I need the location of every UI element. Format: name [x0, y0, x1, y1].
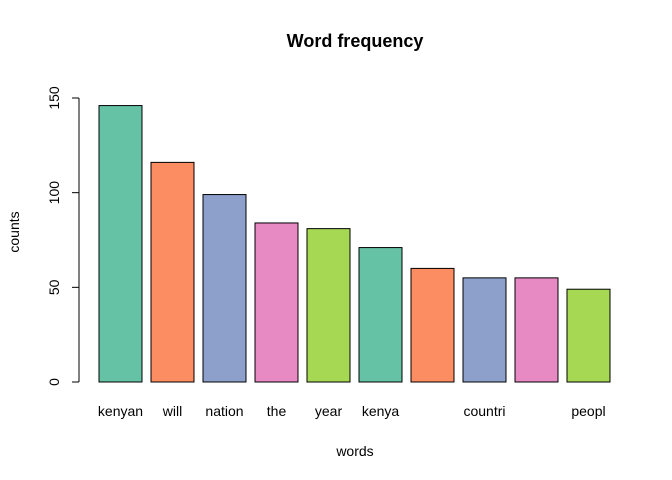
x-tick-label: year	[315, 403, 343, 419]
bar	[514, 277, 559, 383]
bars	[98, 105, 611, 383]
x-tick-label: peopl	[571, 403, 605, 419]
x-tick-label: nation	[205, 403, 243, 419]
y-axis-label: counts	[6, 211, 22, 252]
bar	[98, 105, 143, 383]
bar	[410, 267, 455, 383]
x-axis-label: words	[335, 443, 373, 459]
bar	[202, 194, 247, 383]
bar	[150, 161, 195, 383]
x-tick-label: the	[267, 403, 287, 419]
y-axis: 0 50 100 150	[46, 86, 80, 386]
y-tick-label: 150	[46, 86, 62, 110]
bar	[306, 228, 351, 383]
y-tick-label: 0	[46, 378, 62, 386]
chart-title: Word frequency	[287, 31, 424, 51]
x-tick-label: kenya	[362, 403, 400, 419]
x-tick-labels: kenyan will nation the year kenya countri peopl	[98, 403, 606, 419]
x-tick-label: will	[162, 403, 182, 419]
x-tick-label: kenyan	[98, 403, 143, 419]
x-tick-label: countri	[463, 403, 505, 419]
bar	[254, 222, 299, 383]
y-tick-label: 50	[46, 279, 62, 295]
bar	[566, 288, 611, 383]
bar	[358, 247, 403, 383]
y-tick-label: 100	[46, 181, 62, 205]
bar	[462, 277, 507, 383]
